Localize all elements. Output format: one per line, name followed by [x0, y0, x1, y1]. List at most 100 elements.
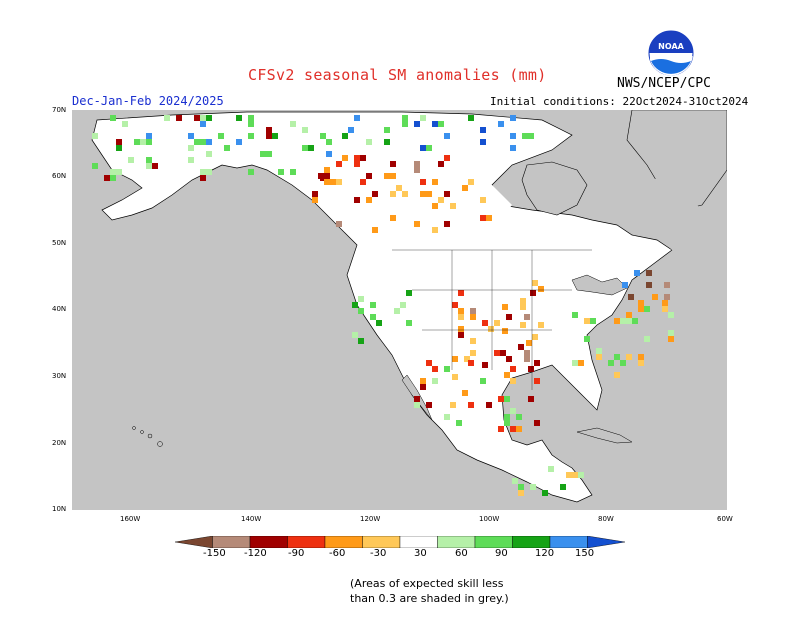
anomaly-pixel	[458, 290, 464, 296]
anomaly-pixel	[366, 173, 372, 179]
organization-label: NWS/NCEP/CPC	[617, 76, 711, 91]
anomaly-pixel	[522, 133, 528, 139]
anomaly-pixel	[376, 320, 382, 326]
colorbar-segment	[437, 536, 476, 548]
anomaly-pixel	[320, 133, 326, 139]
anomaly-pixel	[494, 320, 500, 326]
north-america-landmass	[91, 111, 673, 503]
anomaly-pixel	[290, 169, 296, 175]
anomaly-pixel	[302, 127, 308, 133]
anomaly-pixel	[638, 306, 644, 312]
anomaly-pixel	[372, 191, 378, 197]
cuba	[576, 427, 633, 444]
anomaly-pixel	[122, 121, 128, 127]
anomaly-pixel	[308, 145, 314, 151]
anomaly-pixel	[468, 179, 474, 185]
anomaly-pixel	[354, 197, 360, 203]
anomaly-pixel	[134, 139, 140, 145]
anomaly-pixel	[520, 322, 526, 328]
anomaly-pixel	[462, 390, 468, 396]
anomaly-pixel	[458, 326, 464, 332]
anomaly-pixel	[452, 302, 458, 308]
anomaly-pixel	[510, 145, 516, 151]
lon-label: 160W	[120, 515, 141, 523]
anomaly-pixel	[110, 115, 116, 121]
anomaly-pixel	[638, 354, 644, 360]
anomaly-pixel	[634, 270, 640, 276]
anomaly-pixel	[480, 127, 486, 133]
anomaly-map	[72, 110, 727, 510]
colorbar-label: 30	[414, 548, 427, 559]
anomaly-pixel	[444, 155, 450, 161]
anomaly-pixel	[354, 161, 360, 167]
colorbar-segment	[324, 536, 363, 548]
anomaly-pixel	[584, 336, 590, 342]
anomaly-pixel	[414, 402, 420, 408]
anomaly-pixel	[390, 173, 396, 179]
low-skill-region-northeast	[602, 170, 722, 270]
anomaly-pixel	[236, 139, 242, 145]
anomaly-pixel	[578, 472, 584, 478]
anomaly-pixel	[420, 378, 426, 384]
anomaly-pixel	[646, 282, 652, 288]
anomaly-pixel	[110, 169, 116, 175]
anomaly-pixel	[520, 304, 526, 310]
anomaly-pixel	[452, 356, 458, 362]
colorbar-label: -90	[288, 548, 305, 559]
anomaly-pixel	[622, 282, 628, 288]
anomaly-pixel	[360, 179, 366, 185]
anomaly-pixel	[596, 348, 602, 354]
lon-label: 60W	[717, 515, 733, 523]
anomaly-pixel	[652, 294, 658, 300]
anomaly-pixel	[414, 396, 420, 402]
anomaly-pixel	[206, 139, 212, 145]
anomaly-pixel	[458, 314, 464, 320]
anomaly-pixel	[390, 161, 396, 167]
anomaly-pixel	[426, 191, 432, 197]
lon-label: 80W	[598, 515, 614, 523]
anomaly-pixel	[248, 115, 254, 121]
anomaly-pixel	[324, 179, 330, 185]
anomaly-pixel	[498, 121, 504, 127]
colorbar-segment	[399, 536, 438, 548]
anomaly-pixel	[572, 472, 578, 478]
anomaly-pixel	[336, 221, 342, 227]
anomaly-pixel	[200, 115, 206, 121]
season-label: Dec-Jan-Feb 2024/2025	[72, 94, 224, 108]
anomaly-pixel	[200, 175, 206, 181]
anomaly-pixel	[482, 362, 488, 368]
anomaly-pixel	[266, 133, 272, 139]
anomaly-pixel	[480, 139, 486, 145]
lat-label: 50N	[52, 239, 67, 247]
logo-text: NOAA	[658, 42, 684, 51]
anomaly-pixel	[458, 332, 464, 338]
colorbar-segment	[587, 536, 625, 548]
anomaly-pixel	[260, 151, 266, 157]
anomaly-pixel	[390, 191, 396, 197]
anomaly-pixel	[662, 306, 668, 312]
anomaly-pixel	[406, 320, 412, 326]
anomaly-pixel	[432, 179, 438, 185]
anomaly-pixel	[432, 366, 438, 372]
anomaly-pixel	[188, 157, 194, 163]
anomaly-pixel	[336, 161, 342, 167]
anomaly-pixel	[504, 396, 510, 402]
anomaly-pixel	[420, 179, 426, 185]
anomaly-pixel	[420, 191, 426, 197]
anomaly-pixel	[432, 121, 438, 127]
colorbar-label: -120	[244, 548, 267, 559]
anomaly-pixel	[638, 300, 644, 306]
anomaly-pixel	[548, 466, 554, 472]
anomaly-pixel	[200, 121, 206, 127]
anomaly-pixel	[104, 175, 110, 181]
anomaly-pixel	[620, 360, 626, 366]
anomaly-pixel	[438, 121, 444, 127]
anomaly-pixel	[176, 115, 182, 121]
anomaly-pixel	[498, 426, 504, 432]
anomaly-pixel	[518, 484, 524, 490]
anomaly-pixel	[400, 302, 406, 308]
anomaly-pixel	[590, 318, 596, 324]
anomaly-pixel	[534, 420, 540, 426]
anomaly-pixel	[518, 344, 524, 350]
anomaly-pixel	[510, 408, 516, 414]
